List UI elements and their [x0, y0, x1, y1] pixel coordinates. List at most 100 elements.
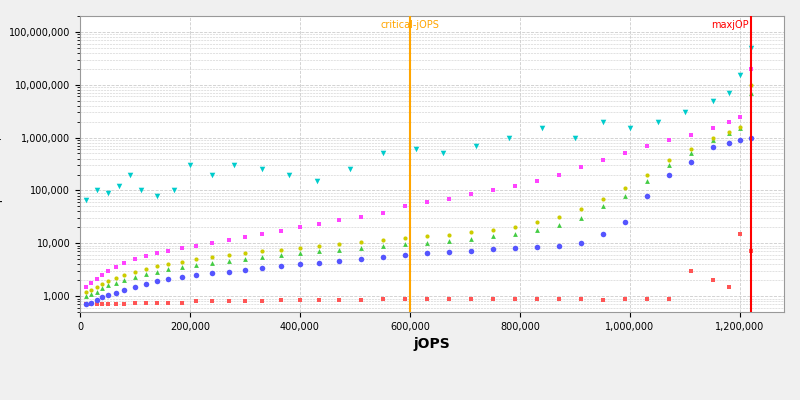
median	[420, 250, 433, 257]
min	[464, 295, 477, 302]
median	[101, 292, 114, 298]
99-th percentile	[118, 260, 130, 266]
max	[536, 125, 549, 132]
median	[662, 171, 675, 178]
median	[129, 284, 142, 290]
max	[376, 150, 389, 157]
95-th percentile	[85, 287, 98, 293]
Text: maxjOP: maxjOP	[710, 20, 748, 30]
max	[569, 134, 582, 141]
95-th percentile	[294, 245, 306, 252]
max	[282, 171, 295, 178]
95-th percentile	[508, 224, 521, 230]
99-th percentile	[90, 276, 103, 282]
min	[552, 295, 565, 302]
99-th percentile	[486, 187, 499, 194]
median	[150, 278, 163, 284]
99-th percentile	[530, 178, 543, 184]
95-th percentile	[398, 235, 411, 241]
median	[734, 137, 746, 143]
median	[398, 252, 411, 258]
95-th percentile	[332, 241, 345, 248]
90-th percentile	[376, 243, 389, 249]
Y-axis label: Response time, usec: Response time, usec	[0, 106, 3, 222]
90-th percentile	[530, 226, 543, 233]
99-th percentile	[129, 256, 142, 262]
median	[574, 240, 587, 246]
min	[640, 295, 653, 302]
99-th percentile	[294, 224, 306, 230]
95-th percentile	[255, 248, 268, 255]
max	[734, 72, 746, 79]
max	[134, 187, 147, 194]
max	[470, 142, 482, 149]
90-th percentile	[745, 90, 758, 96]
99-th percentile	[162, 248, 174, 254]
median	[189, 272, 202, 278]
99-th percentile	[313, 221, 326, 227]
max	[90, 187, 103, 194]
90-th percentile	[274, 252, 287, 258]
max	[227, 162, 240, 168]
min	[722, 284, 735, 290]
min	[96, 301, 109, 308]
90-th percentile	[90, 289, 103, 295]
min	[706, 277, 719, 283]
90-th percentile	[596, 203, 609, 210]
90-th percentile	[139, 271, 152, 277]
median	[274, 263, 287, 269]
90-th percentile	[129, 274, 142, 280]
95-th percentile	[189, 256, 202, 262]
90-th percentile	[734, 125, 746, 132]
max	[596, 118, 609, 125]
min	[189, 298, 202, 304]
99-th percentile	[398, 203, 411, 210]
95-th percentile	[745, 82, 758, 88]
99-th percentile	[376, 210, 389, 216]
min	[734, 231, 746, 237]
95-th percentile	[162, 260, 174, 267]
95-th percentile	[110, 275, 122, 281]
90-th percentile	[79, 293, 92, 299]
max	[101, 190, 114, 196]
min	[313, 297, 326, 303]
min	[508, 295, 521, 302]
99-th percentile	[79, 284, 92, 290]
95-th percentile	[129, 268, 142, 275]
median	[175, 274, 188, 280]
99-th percentile	[206, 240, 218, 246]
X-axis label: jOPS: jOPS	[414, 337, 450, 351]
99-th percentile	[274, 228, 287, 234]
max	[502, 134, 515, 141]
90-th percentile	[398, 241, 411, 248]
median	[79, 301, 92, 308]
90-th percentile	[175, 264, 188, 270]
median	[139, 281, 152, 287]
min	[745, 248, 758, 255]
95-th percentile	[118, 272, 130, 278]
99-th percentile	[139, 252, 152, 259]
90-th percentile	[442, 238, 455, 244]
90-th percentile	[640, 178, 653, 184]
90-th percentile	[684, 150, 697, 157]
95-th percentile	[552, 213, 565, 220]
99-th percentile	[734, 113, 746, 120]
min	[85, 301, 98, 308]
min	[662, 295, 675, 302]
max	[310, 178, 323, 184]
median	[206, 270, 218, 276]
min	[110, 301, 122, 308]
95-th percentile	[96, 281, 109, 287]
median	[294, 261, 306, 268]
max	[437, 150, 450, 157]
max	[150, 192, 163, 199]
median	[238, 267, 251, 273]
min	[101, 301, 114, 308]
median	[464, 248, 477, 254]
min	[574, 295, 587, 302]
max	[255, 166, 268, 172]
90-th percentile	[85, 291, 98, 297]
median	[354, 256, 367, 262]
99-th percentile	[96, 272, 109, 278]
median	[110, 290, 122, 296]
